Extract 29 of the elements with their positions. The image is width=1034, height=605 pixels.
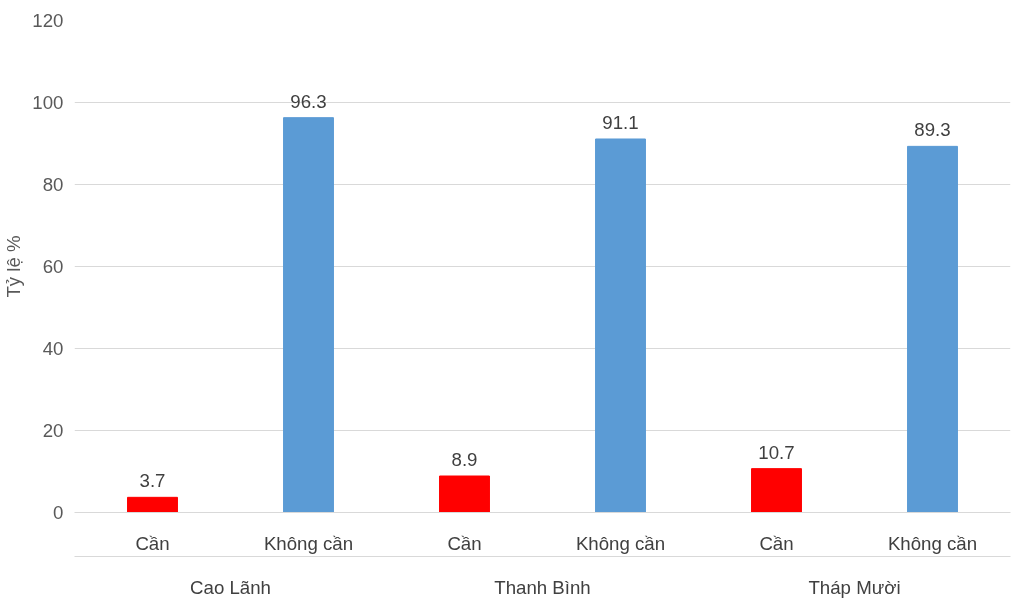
data-label: 89.3 xyxy=(914,119,951,141)
data-label: 8.9 xyxy=(451,449,478,471)
data-label: 91.1 xyxy=(602,111,639,133)
x-tick-label: Không cần xyxy=(263,532,354,554)
y-tick-label: 120 xyxy=(32,10,64,31)
bar xyxy=(751,468,802,513)
y-axis-title: Tỷ lệ % xyxy=(3,235,25,298)
y-tick-label: 80 xyxy=(42,174,64,195)
y-tick-label: 60 xyxy=(42,256,64,277)
x-tick-label: Cần xyxy=(759,532,794,554)
x-tick-label: Không cần xyxy=(575,532,666,554)
x-tick-label: Không cần xyxy=(887,532,978,554)
bar xyxy=(439,475,490,513)
y-tick-label: 40 xyxy=(42,338,64,359)
x-tick-label: Cần xyxy=(135,532,170,554)
text: Cao Lãnh xyxy=(190,576,271,598)
bar xyxy=(595,138,646,513)
bar xyxy=(907,145,958,513)
bar xyxy=(283,117,334,513)
y-tick-label: 0 xyxy=(53,502,64,523)
y-tick-label: 20 xyxy=(42,420,64,441)
data-label: 96.3 xyxy=(290,90,327,112)
x-tick-label: Cần xyxy=(447,532,482,554)
data-label: 10.7 xyxy=(758,441,795,463)
text: Tháp Mười xyxy=(808,576,901,598)
data-label: 3.7 xyxy=(139,470,166,492)
y-tick-label: 100 xyxy=(32,92,64,113)
bar xyxy=(127,496,178,513)
text: Thanh Bình xyxy=(494,576,591,598)
